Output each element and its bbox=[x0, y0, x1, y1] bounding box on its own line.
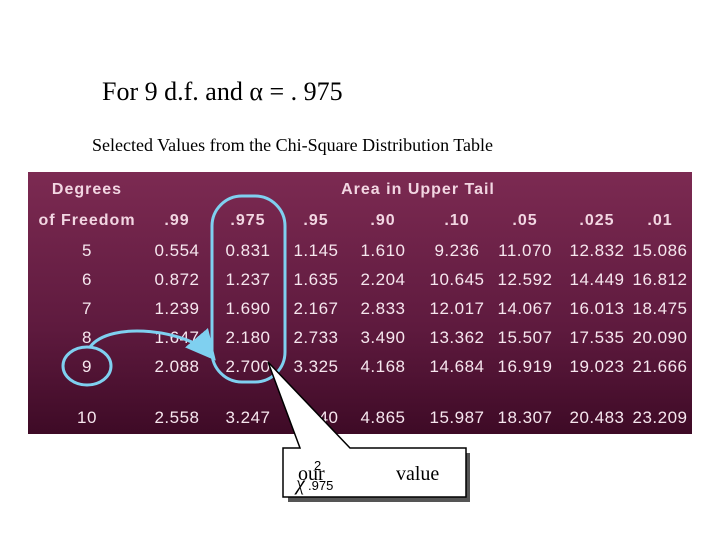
callout-symbol: χ bbox=[294, 473, 306, 495]
cell: 2.700 bbox=[225, 357, 270, 376]
subtitle: Selected Values from the Chi-Square Dist… bbox=[92, 135, 493, 155]
cell: 5 bbox=[82, 241, 92, 260]
cell: 18.475 bbox=[633, 299, 688, 318]
cell: 1.635 bbox=[293, 270, 338, 289]
cell: 10.645 bbox=[430, 270, 485, 289]
column-header: .10 bbox=[444, 212, 469, 229]
callout-prefix: our bbox=[298, 463, 325, 485]
cell: 4.865 bbox=[360, 408, 405, 427]
column-group: Area in Upper Tail bbox=[341, 181, 495, 198]
column-header: .975 bbox=[230, 212, 265, 229]
cell: 15.086 bbox=[633, 241, 688, 260]
cell: 14.449 bbox=[570, 270, 625, 289]
row-header: of Freedom bbox=[38, 212, 135, 229]
column-header: .95 bbox=[303, 212, 328, 229]
cell: 14.684 bbox=[430, 357, 485, 376]
callout-superscript: 2 bbox=[314, 458, 321, 473]
cell: 2.088 bbox=[154, 357, 199, 376]
arrow bbox=[88, 327, 216, 361]
cell: 1.610 bbox=[360, 241, 405, 260]
cell: 6 bbox=[82, 270, 92, 289]
cell: 2.167 bbox=[293, 299, 338, 318]
column-header: .025 bbox=[579, 212, 614, 229]
cell: 2.204 bbox=[360, 270, 405, 289]
cell: 9.236 bbox=[434, 241, 479, 260]
cell: 14.067 bbox=[498, 299, 553, 318]
cell: 2.558 bbox=[154, 408, 199, 427]
column-header: .99 bbox=[164, 212, 189, 229]
cell: 16.812 bbox=[633, 270, 688, 289]
cell: 8 bbox=[82, 328, 92, 347]
cell: 11.070 bbox=[498, 241, 552, 260]
column-header: .05 bbox=[512, 212, 537, 229]
cell: 2.180 bbox=[225, 328, 270, 347]
cell: 15.987 bbox=[430, 408, 485, 427]
callout-subscript: .975 bbox=[308, 478, 333, 493]
cell: 17.535 bbox=[570, 328, 625, 347]
cell: 12.832 bbox=[570, 241, 625, 260]
table-background bbox=[28, 172, 692, 434]
cell: 13.362 bbox=[430, 328, 485, 347]
callout-suffix: value bbox=[396, 463, 439, 485]
cell: 18.307 bbox=[498, 408, 553, 427]
cell: 0.554 bbox=[154, 241, 199, 260]
column-header: .90 bbox=[370, 212, 395, 229]
title: For 9 d.f. and α = . 975 bbox=[102, 77, 343, 106]
cell: 1.145 bbox=[293, 241, 338, 260]
cell: 4.168 bbox=[360, 357, 405, 376]
cell: 3.247 bbox=[225, 408, 270, 427]
cell: 19.023 bbox=[570, 357, 625, 376]
cell: 0.831 bbox=[225, 241, 270, 260]
cell: 3.490 bbox=[360, 328, 405, 347]
cell: 1.239 bbox=[154, 299, 199, 318]
cell: 2.833 bbox=[360, 299, 405, 318]
callout-box bbox=[267, 361, 467, 498]
cell: 10 bbox=[77, 408, 97, 427]
cell: 0.872 bbox=[154, 270, 199, 289]
cell: 20.090 bbox=[633, 328, 688, 347]
cell: 2.733 bbox=[293, 328, 338, 347]
cell: 1.690 bbox=[225, 299, 270, 318]
cell: 23.209 bbox=[633, 408, 688, 427]
cell: 21.666 bbox=[633, 357, 688, 376]
cell: 9 bbox=[82, 357, 92, 376]
highlights bbox=[61, 194, 287, 387]
cell: 16.919 bbox=[498, 357, 553, 376]
column-header: .01 bbox=[647, 212, 672, 229]
cell: 12.592 bbox=[498, 270, 553, 289]
cell: 16.013 bbox=[570, 299, 625, 318]
cell: 15.507 bbox=[498, 328, 553, 347]
column-highlight bbox=[210, 194, 287, 384]
cell: 7 bbox=[82, 299, 92, 318]
cell: 20.483 bbox=[570, 408, 625, 427]
cell: 3.325 bbox=[293, 357, 338, 376]
row-highlight bbox=[61, 345, 113, 387]
callout: our χ 2 .975 value bbox=[267, 361, 470, 502]
cell: 12.017 bbox=[430, 299, 485, 318]
cell: 1.237 bbox=[225, 270, 270, 289]
row-header: Degrees bbox=[52, 181, 122, 198]
